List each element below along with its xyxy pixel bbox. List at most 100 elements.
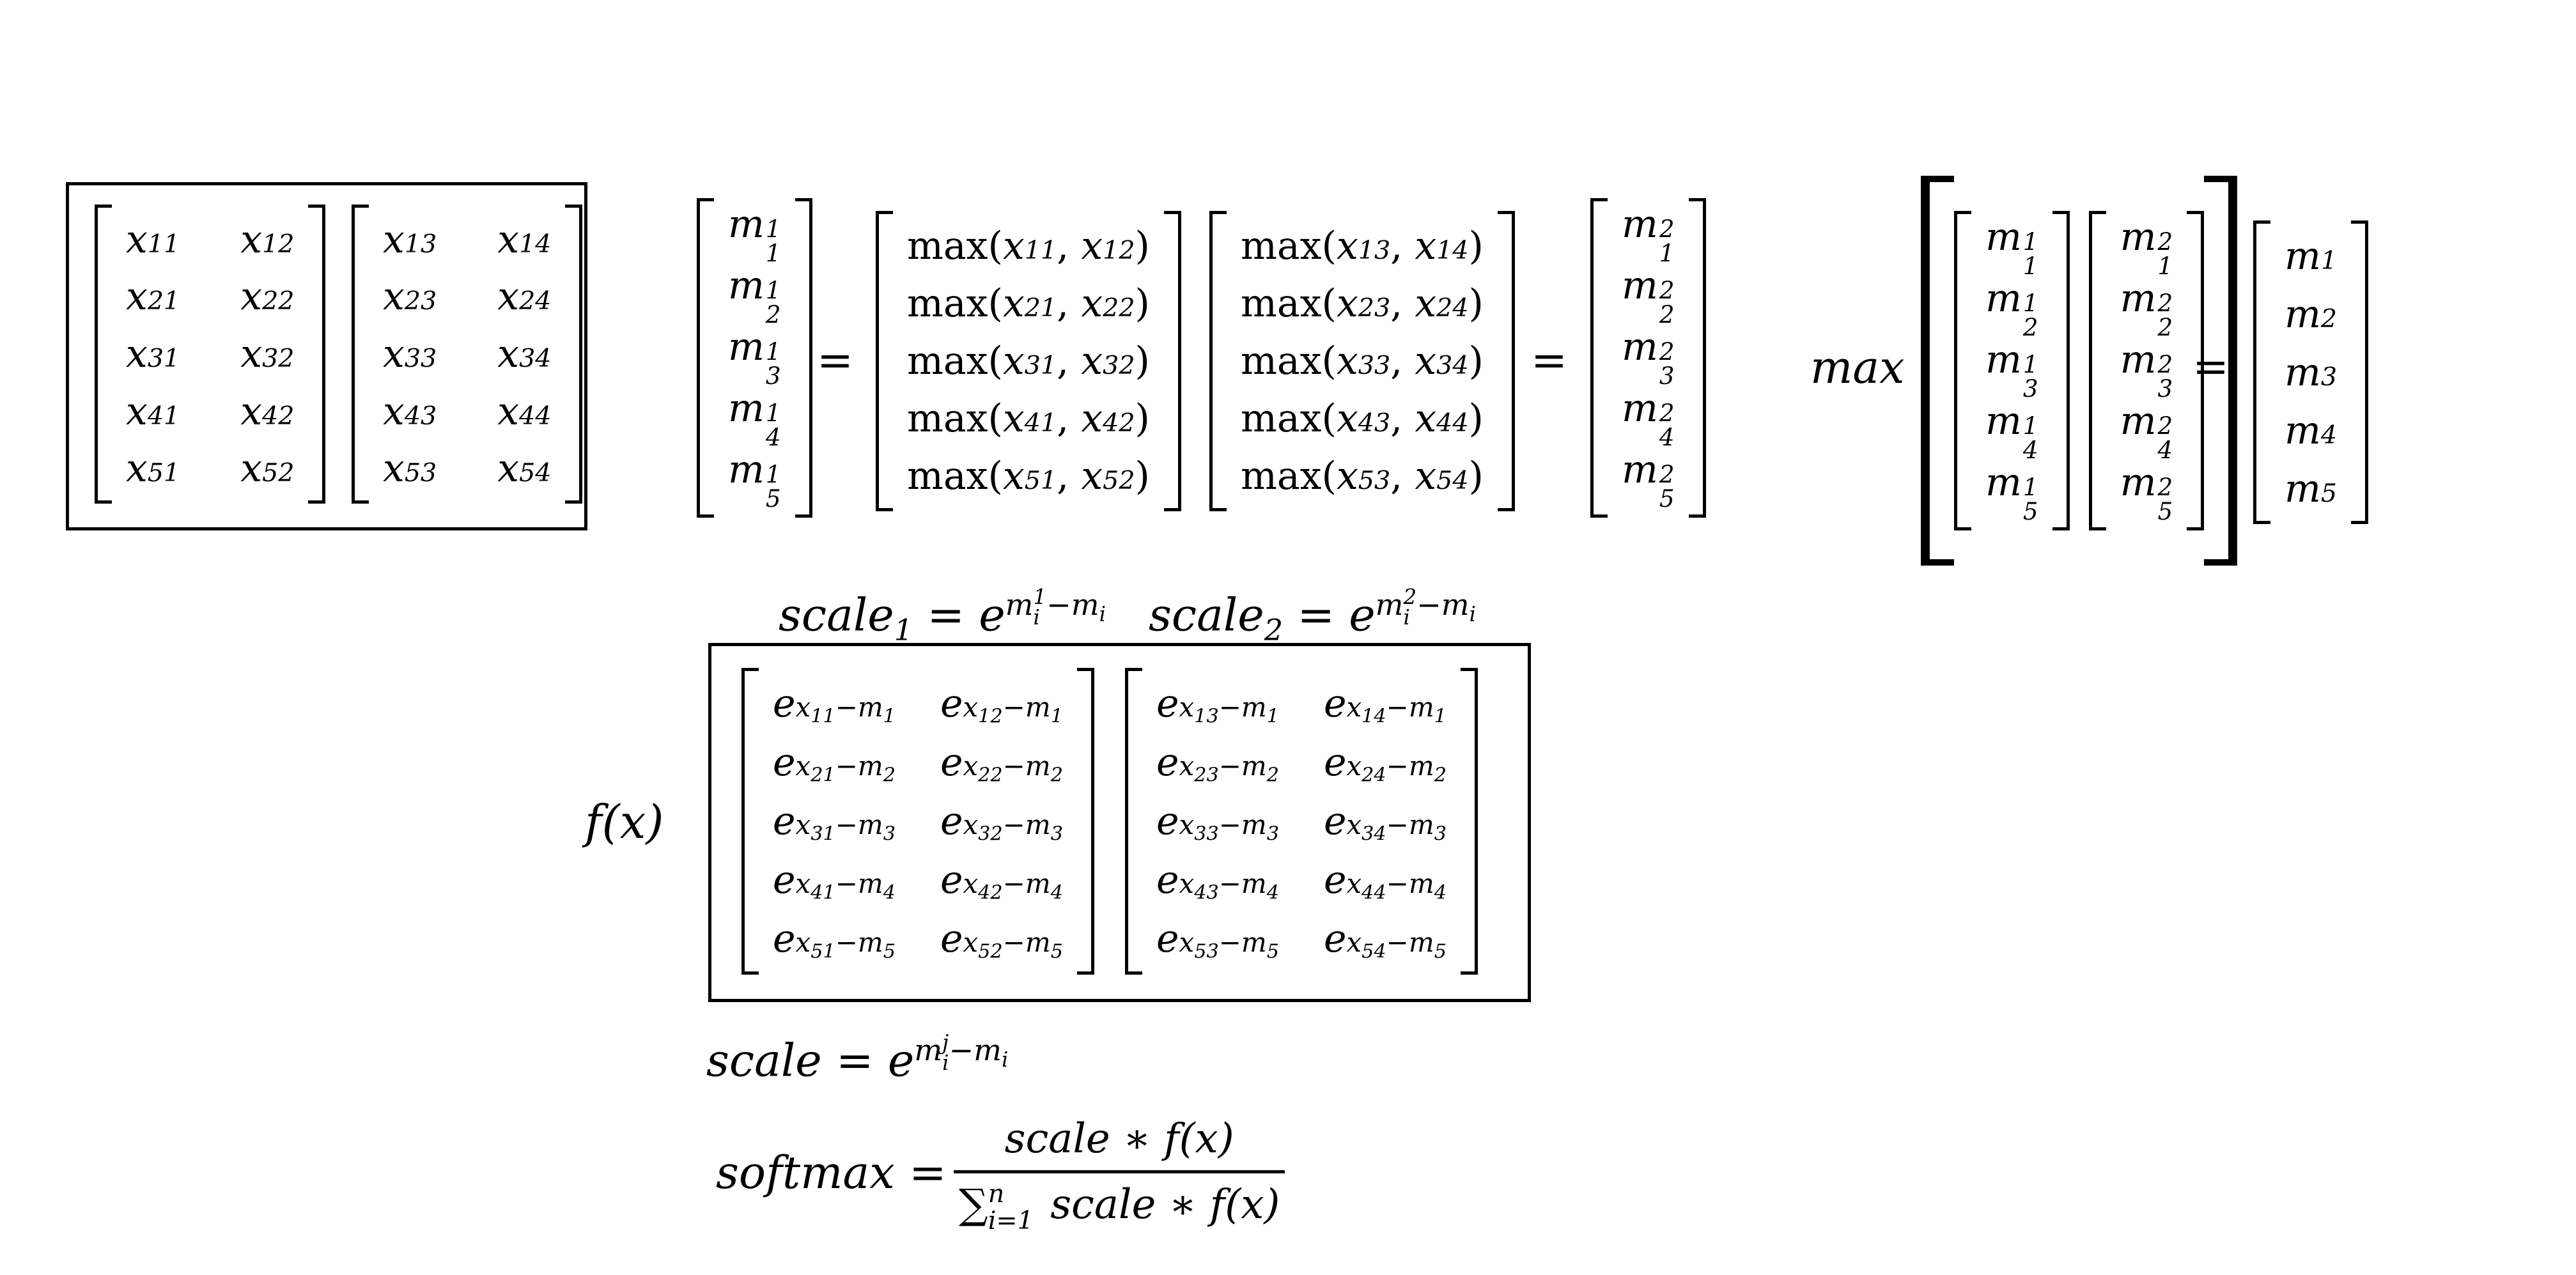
variable-x: x (240, 217, 263, 262)
entry-superscript: 1 (2022, 228, 2038, 256)
entry-superscript: 2 (1659, 460, 1675, 489)
scale-general-formula: scale = em j i −mi (706, 1032, 1008, 1083)
left-bracket (95, 205, 112, 504)
variable-m: m (1985, 460, 2022, 506)
exponent-m-subscript: 4 (883, 881, 896, 904)
exp-base: e (940, 916, 963, 961)
exponent: x41−m4 (796, 870, 896, 903)
softmax-denominator: ∑ n i=1 scale ∗ f(x) (954, 1173, 1285, 1234)
entry-superscript: 1 (2022, 350, 2038, 379)
exponent: x43−m4 (1179, 870, 1279, 903)
exponent-m: m (857, 750, 883, 782)
close-paren: ) (1135, 224, 1150, 268)
variable-m: m (2285, 408, 2321, 453)
variable-x: x (497, 274, 520, 320)
softmax-fraction: scale ∗ f(x) ∑ n i=1 scale ∗ f(x) (954, 1115, 1285, 1234)
variable-x: x (1415, 454, 1437, 498)
exponent-m-subscript: 3 (1434, 823, 1447, 846)
matrix-entry: x 22 (240, 274, 295, 320)
variable-x: x (497, 389, 520, 434)
exponent-x: x (1346, 927, 1362, 958)
variable-m: m (1622, 325, 1658, 370)
variable-m: m (728, 325, 764, 370)
exp-base: e (773, 740, 796, 785)
matrix-entry: x 52 (240, 446, 295, 491)
entry-superscript: 1 (765, 460, 781, 489)
exponent-m: m (974, 1033, 1002, 1068)
variable-x: x (1415, 396, 1437, 441)
matrix-entry: x 42 (240, 389, 295, 434)
exponent-x: x (795, 927, 811, 958)
matrix-entry: x 14 (497, 217, 552, 262)
exponent-m-subscript: 2 (1266, 764, 1279, 787)
open-paren: ( (988, 224, 1003, 268)
exponent-m: m (857, 868, 883, 899)
variable-x: x (126, 389, 148, 434)
exponent-x-subscript: 23 (1194, 764, 1219, 787)
exp-base: e (940, 799, 963, 844)
minus-sign: − (1416, 587, 1441, 622)
minus-sign: − (1386, 927, 1409, 958)
exp-entry: e x41−m4 (773, 861, 896, 903)
exponent: m 2 i −mi (1376, 587, 1476, 628)
comma-separator: , (1057, 454, 1082, 498)
matrix-entry: x 24 (497, 274, 552, 320)
variable-m: m (728, 202, 764, 247)
close-paren: ) (1135, 339, 1150, 383)
exp-base: e (887, 1034, 915, 1087)
exponent-m-subscript: i (1469, 602, 1476, 627)
exp-base: e (1323, 858, 1347, 902)
variable-x: x (1081, 396, 1103, 441)
exponent-m: m (857, 927, 883, 958)
entry-subscript: 5 (1659, 484, 1675, 513)
variable-m: m (1622, 386, 1658, 431)
variable-x: x (1081, 454, 1103, 498)
left-bracket (1125, 668, 1142, 975)
variable-m: m (1622, 202, 1658, 247)
exponent: x14−m1 (1346, 694, 1446, 727)
entry-superscript: 1 (2022, 289, 2038, 318)
sum-symbol: ∑ (959, 1181, 988, 1229)
big-left-bracket (1921, 176, 1954, 566)
left-bracket (352, 205, 369, 504)
max-entry: max(x 11, x 12) (907, 224, 1150, 268)
close-paren: ) (1468, 454, 1484, 498)
exponent-m-subscript: 2 (1434, 764, 1447, 787)
variable-x: x (126, 217, 148, 262)
exponent-m: m (1241, 692, 1267, 723)
exponent: x51−m5 (796, 929, 896, 962)
variable-m: m (2120, 337, 2157, 383)
left-bracket (1954, 211, 1971, 530)
variable-m: m (2285, 466, 2321, 511)
exponent-x-subscript: 42 (978, 881, 1003, 904)
matrix-entry: x 34 (497, 331, 552, 376)
exponent: x24−m2 (1346, 753, 1446, 785)
variable-m: m (1985, 215, 2022, 260)
exponent-x-subscript: 51 (811, 940, 835, 963)
matrix-entry: x 31 (126, 331, 180, 376)
exponent-m: m (857, 809, 883, 840)
scale2-formula: scale2 = em 2 i −mi (1149, 587, 1476, 645)
variable-m: m (2285, 291, 2321, 337)
minus-sign: − (949, 1033, 974, 1068)
scale-name: scale (706, 1034, 822, 1087)
minus-sign: − (1218, 868, 1241, 899)
entry-subscript: 2 (1659, 300, 1675, 328)
comma-separator: , (1390, 454, 1415, 498)
exponent-m-subscript: 3 (1050, 823, 1063, 846)
variable-x: x (497, 331, 520, 376)
exponent: x44−m4 (1346, 870, 1446, 903)
entry-subscript: 5 (2157, 497, 2173, 525)
exp-base: e (1156, 740, 1179, 785)
exp-entry: e x33−m3 (1156, 802, 1279, 844)
exp-entry: e x32−m3 (940, 799, 1063, 844)
